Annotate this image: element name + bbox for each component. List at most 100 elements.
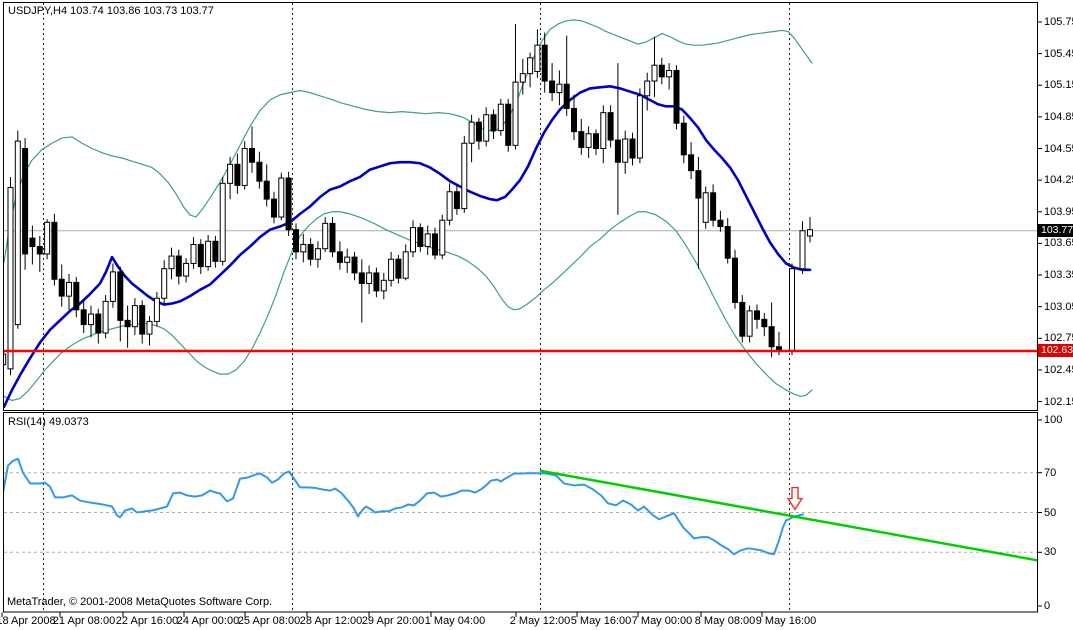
- candle-bullish: [4, 353, 7, 366]
- candle-bullish: [468, 121, 475, 144]
- price-axis-label: 103.05: [1044, 300, 1073, 313]
- candle-bearish: [417, 227, 424, 248]
- rsi-axis-label: 0: [1044, 600, 1051, 612]
- time-axis-label: 24 Apr 00:00: [176, 615, 240, 627]
- candle-bearish: [175, 255, 182, 277]
- chart-title: USDJPY,H4 103.74 103.86 103.73 103.77: [8, 5, 214, 17]
- candle-bearish: [717, 219, 724, 228]
- time-axis-label: 7 May 00:00: [631, 615, 693, 627]
- candle-bearish: [761, 318, 768, 328]
- candle-bearish: [563, 83, 570, 109]
- candle-bullish: [410, 227, 416, 253]
- time-axis-label: 25 Apr 08:00: [237, 615, 301, 627]
- candle-bearish: [541, 44, 548, 82]
- descending-trendline[interactable]: [539, 469, 1037, 562]
- time-axis-label: 9 May 16:00: [755, 615, 817, 627]
- candle-bearish: [453, 191, 460, 210]
- candle-bearish: [695, 170, 702, 199]
- axis-ticks: [1, 21, 1042, 617]
- candle-bearish: [688, 154, 695, 172]
- candle-bearish: [432, 233, 438, 256]
- candle-bullish: [102, 300, 109, 334]
- price-axis-label: 103.35: [1044, 269, 1073, 282]
- rsi-line: [4, 457, 804, 556]
- candle-bullish: [205, 240, 212, 268]
- candle-bearish: [614, 139, 621, 163]
- current-price-badge: 103.77: [1038, 224, 1073, 238]
- candle-bearish: [658, 64, 665, 78]
- candle-bullish: [366, 272, 373, 284]
- candle-bullish: [14, 140, 21, 326]
- candle-bullish: [402, 251, 409, 279]
- candle-bullish: [161, 268, 168, 299]
- rsi-axis-label: 50: [1044, 506, 1057, 519]
- time-axis-label: 22 Apr 16:00: [115, 615, 179, 627]
- candle-bullish: [702, 192, 709, 223]
- time-axis-label: 1 May 04:00: [424, 615, 486, 627]
- price-axis-label: 104.25: [1044, 174, 1073, 187]
- candle-bullish: [153, 297, 160, 322]
- candle-bearish: [710, 192, 717, 221]
- candle-bearish: [724, 226, 731, 259]
- candle-bearish: [754, 310, 760, 320]
- candle-bearish: [212, 240, 219, 262]
- candle-bullish: [799, 230, 806, 270]
- price-axis-label: 105.45: [1044, 47, 1073, 60]
- candle-bullish: [388, 258, 395, 281]
- candle-bullish: [227, 163, 234, 184]
- candle-bullish: [168, 255, 175, 270]
- candle-bearish: [95, 313, 102, 334]
- candle-bearish: [293, 229, 299, 253]
- price-axis-label: 105.75: [1044, 15, 1073, 28]
- candle-bearish: [256, 161, 263, 182]
- candle-bearish: [51, 221, 58, 280]
- candle-bullish: [636, 95, 643, 159]
- candle-bullish: [190, 243, 197, 264]
- candle-bullish: [644, 80, 651, 97]
- candle-bullish: [44, 221, 51, 255]
- candle-bearish: [36, 246, 43, 255]
- candle-bearish: [739, 301, 746, 337]
- sell-signal-arrow-icon[interactable]: [786, 486, 804, 511]
- candle-bearish: [285, 177, 292, 231]
- candle-bearish: [197, 243, 204, 268]
- rsi-indicator-label: RSI(14) 49.0373: [8, 416, 89, 428]
- price-axis-label: 104.85: [1044, 110, 1073, 123]
- candle-bullish: [439, 219, 446, 256]
- candle-bearish: [395, 258, 402, 279]
- candle-bullish: [600, 112, 607, 150]
- candle-bearish: [271, 198, 277, 218]
- panel-borders: [3, 2, 1038, 613]
- candle-bullish: [497, 103, 504, 132]
- candle-bullish: [424, 233, 431, 248]
- candle-bullish: [88, 313, 94, 326]
- candlestick-series: [4, 24, 813, 376]
- candle-bearish: [336, 251, 343, 263]
- candle-bearish: [373, 272, 380, 292]
- time-axis-label: 29 Apr 20:00: [361, 615, 425, 627]
- candle-bullish: [446, 191, 453, 221]
- time-axis-label: 2 May 12:00: [509, 615, 571, 627]
- main-price-panel: [4, 19, 1037, 409]
- candle-bearish: [505, 103, 512, 146]
- candle-bullish: [344, 256, 351, 263]
- candle-bullish: [380, 279, 387, 292]
- candle-bullish: [322, 222, 329, 250]
- candle-bearish: [329, 222, 336, 253]
- candle-bearish: [139, 305, 146, 335]
- candle-bearish: [732, 257, 738, 303]
- candle-bearish: [680, 122, 687, 156]
- candle-bearish: [307, 243, 314, 260]
- candle-bullish: [666, 69, 673, 78]
- watermark-copyright: MetaTrader, © 2001-2008 MetaQuotes Softw…: [7, 596, 273, 608]
- candle-bullish: [461, 142, 468, 210]
- vertical-gridlines: [43, 3, 790, 612]
- candle-bearish: [29, 237, 36, 248]
- candle-bullish: [314, 248, 321, 260]
- candle-bullish: [219, 182, 226, 262]
- candle-bearish: [124, 319, 131, 328]
- candle-bullish: [278, 177, 285, 218]
- candle-bullish: [534, 44, 541, 73]
